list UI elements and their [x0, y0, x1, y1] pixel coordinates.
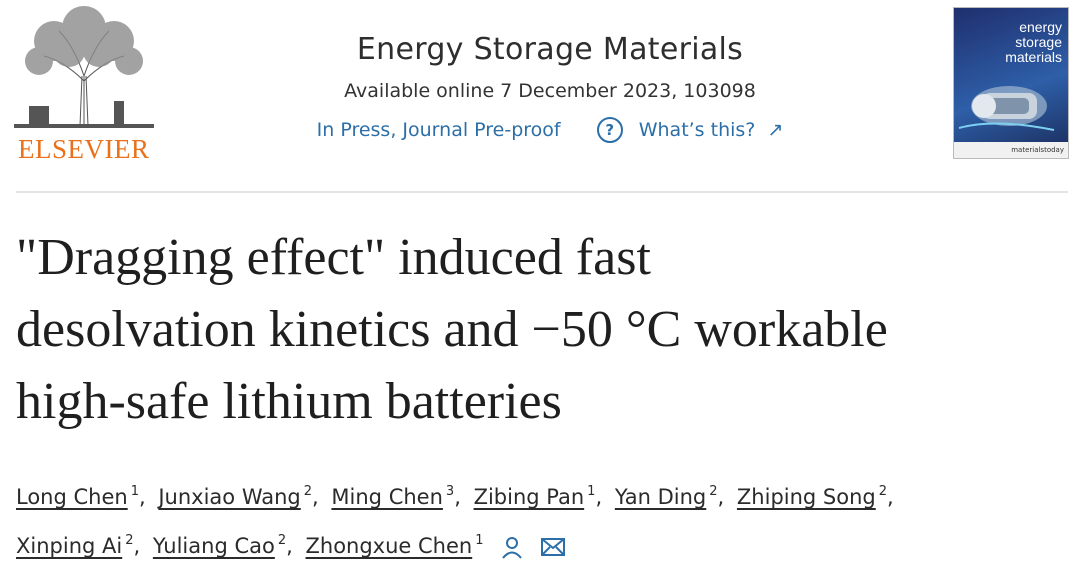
author-link[interactable]: Zhiping Song 2: [737, 470, 887, 519]
author-link[interactable]: Ming Chen 3: [331, 470, 454, 519]
author-affiliation: 2: [125, 533, 134, 548]
cover-title-line: storage: [1015, 34, 1062, 50]
cover-title-line: materials: [1005, 49, 1062, 65]
author-name[interactable]: Zhongxue Chen: [305, 534, 473, 558]
article-title-line: "Dragging effect" induced fast: [16, 229, 651, 286]
author-affiliation: 1: [587, 484, 596, 499]
author-affiliation: 2: [277, 533, 287, 548]
article-title-line: desolvation kinetics and −50 °C workable: [16, 301, 888, 358]
available-online-date: Available online 7 December 2023, 103098: [344, 80, 756, 102]
author-link[interactable]: Zhongxue Chen 1: [306, 519, 484, 568]
author-name[interactable]: Junxiao Wang: [158, 485, 301, 509]
author-line: Xinping Ai 2, Yuliang Cao 2, Zhongxue Chen…: [16, 519, 1076, 568]
author-name[interactable]: Yan Ding: [614, 485, 707, 509]
journal-header: Energy Storage Materials Available onlin…: [200, 28, 900, 143]
author-line: Long Chen 1, Junxiao Wang 2, Ming Chen 3, Z…: [16, 470, 1076, 519]
article-status-row: In Press, Journal Pre-proof ? What’s thi…: [200, 116, 900, 143]
cover-footer: materialstoday: [954, 142, 1068, 158]
article-status: In Press, Journal Pre-proof: [316, 118, 561, 141]
author-name[interactable]: Zibing Pan: [473, 485, 585, 509]
person-icon[interactable]: [500, 535, 524, 559]
author-name[interactable]: Zhiping Song: [736, 485, 876, 509]
author-name[interactable]: Yuliang Cao: [152, 534, 275, 558]
elsevier-logo[interactable]: ELSEVIER: [14, 6, 154, 164]
cover-artwork-icon: [958, 86, 1055, 131]
author-affiliation: 1: [130, 484, 139, 499]
author-name[interactable]: Xinping Ai: [16, 534, 123, 558]
journal-title[interactable]: Energy Storage Materials: [356, 32, 744, 67]
cover-title: energy storage materials: [1005, 20, 1062, 65]
whats-this-link[interactable]: What’s this?: [638, 118, 756, 141]
help-icon[interactable]: ?: [596, 116, 623, 143]
elsevier-tree-icon: [14, 6, 154, 131]
author-link[interactable]: Long Chen 1: [16, 470, 139, 519]
author-affiliation: 2: [303, 484, 313, 499]
author-name[interactable]: Ming Chen: [331, 485, 443, 509]
email-icon[interactable]: [540, 537, 565, 557]
author-affiliation: 3: [445, 484, 455, 499]
author-link[interactable]: Yan Ding 2: [615, 470, 718, 519]
author-link[interactable]: Xinping Ai 2: [16, 519, 134, 568]
elsevier-wordmark: ELSEVIER: [18, 134, 150, 164]
author-affiliation: 1: [475, 533, 484, 548]
author-name[interactable]: Long Chen: [16, 485, 128, 509]
journal-cover[interactable]: energy storage materials materialstoday: [953, 7, 1069, 159]
author-affiliation: 2: [709, 484, 718, 499]
author-list: Long Chen 1, Junxiao Wang 2, Ming Chen 3, Z…: [16, 470, 1076, 568]
cover-title-line: energy: [1019, 19, 1062, 35]
header-divider: [16, 191, 1068, 193]
article-title-line: high-safe lithium batteries: [16, 373, 562, 430]
external-link-icon: ↗: [767, 118, 784, 141]
author-affiliation: 2: [878, 484, 888, 499]
author-link[interactable]: Zibing Pan 1: [474, 470, 596, 519]
article-title: "Dragging effect" induced fast desolvati…: [16, 222, 1076, 438]
author-link[interactable]: Junxiao Wang 2: [158, 470, 312, 519]
author-link[interactable]: Yuliang Cao 2: [153, 519, 286, 568]
